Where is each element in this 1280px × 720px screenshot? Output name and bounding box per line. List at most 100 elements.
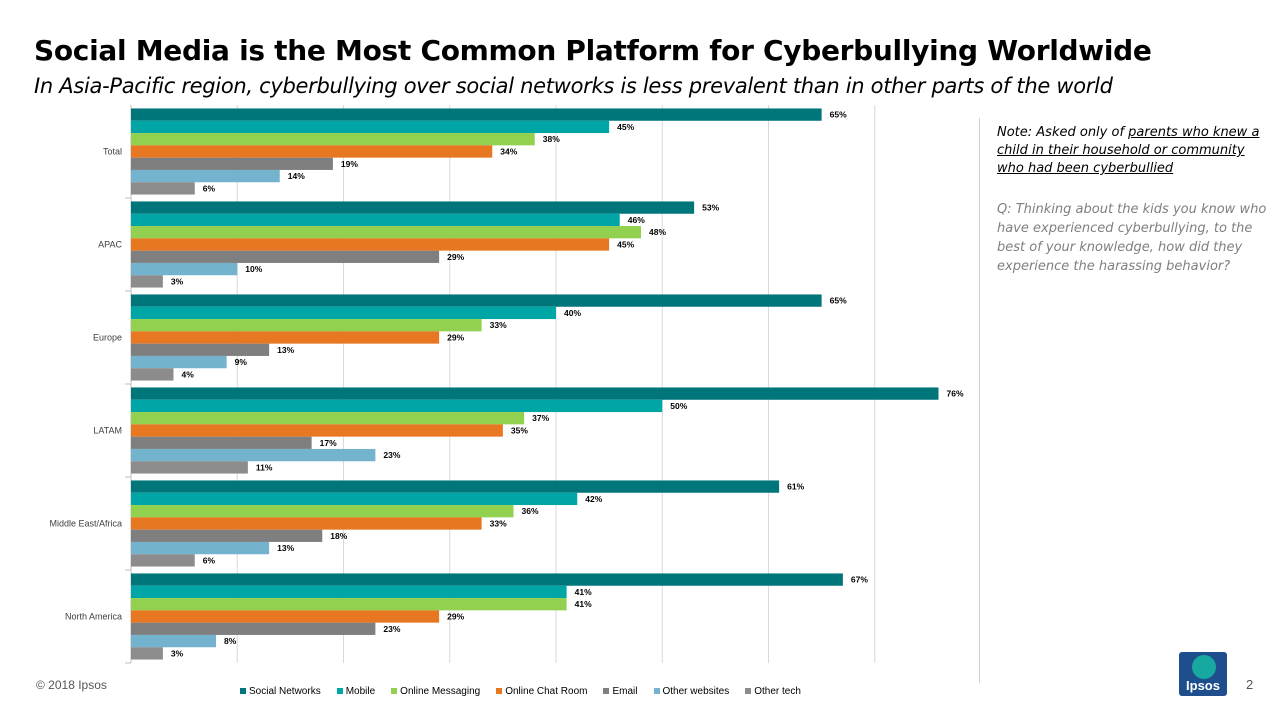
page-subtitle: In Asia-Pacific region, cyberbullying ov… [34, 74, 1113, 98]
bar [131, 343, 270, 356]
data-label: 40% [564, 308, 581, 318]
data-label: 10% [245, 264, 262, 274]
data-label: 46% [628, 215, 645, 225]
bar [131, 541, 270, 555]
data-label: 33% [490, 519, 507, 529]
data-label: 29% [447, 612, 464, 622]
bar [131, 169, 280, 183]
bar [131, 573, 843, 586]
data-label: 33% [490, 320, 507, 330]
data-label: 3% [171, 276, 184, 286]
bar [131, 213, 620, 227]
legend-item: Other websites [653, 686, 730, 697]
legend-label: Email [612, 686, 638, 697]
data-label: 53% [702, 203, 719, 213]
ipsos-logo: Ipsos [1179, 652, 1227, 696]
data-label: 18% [330, 531, 347, 541]
data-label: 29% [447, 333, 464, 343]
legend-swatch [603, 688, 610, 695]
bar [131, 461, 248, 474]
legend-swatch [391, 688, 398, 695]
bar [131, 634, 216, 648]
data-label: 50% [670, 401, 687, 411]
bar [131, 331, 440, 344]
logo-text: Ipsos [1186, 678, 1220, 693]
category-label: Total [103, 147, 122, 157]
data-label: 36% [522, 506, 539, 516]
data-label: 14% [288, 171, 305, 181]
bar [131, 157, 333, 170]
category-label: LATAM [93, 426, 122, 436]
legend-swatch [496, 688, 503, 695]
data-label: 38% [543, 134, 560, 144]
data-label: 42% [585, 494, 602, 504]
bar [131, 133, 535, 146]
bar [131, 262, 238, 276]
logo-mark [1192, 655, 1216, 679]
bar [131, 368, 174, 381]
page-title: Social Media is the Most Common Platform… [34, 34, 1152, 67]
legend-item: Online Messaging [391, 686, 480, 697]
legend-label: Other websites [662, 686, 730, 697]
divider [979, 118, 980, 683]
bar [131, 226, 641, 239]
legend-label: Online Chat Room [505, 686, 588, 697]
legend-item: Social Networks [240, 686, 321, 697]
bar [131, 319, 482, 332]
question-text: Q: Thinking about the kids you know who … [997, 202, 1267, 274]
data-label: 61% [787, 482, 804, 492]
bar [131, 529, 323, 542]
bar-chart: Total 65% 45% 38% 34% 19% 14% 6% APAC 53% 46% 48% 45… [49, 105, 964, 664]
category-label: North America [65, 612, 122, 622]
data-label: 34% [500, 147, 517, 157]
bar [131, 412, 525, 425]
legend-item: Other tech [745, 686, 801, 697]
data-label: 76% [947, 389, 964, 399]
data-label: 48% [649, 227, 666, 237]
copyright: © 2018 Ipsos [36, 678, 107, 692]
data-label: 65% [830, 296, 847, 306]
bar [131, 275, 163, 288]
data-label: 17% [320, 438, 337, 448]
category-label: Middle East/Africa [49, 519, 122, 529]
data-label: 29% [447, 252, 464, 262]
data-label: 9% [235, 357, 248, 367]
data-label: 67% [851, 575, 868, 585]
data-label: 65% [830, 110, 847, 120]
data-label: 35% [511, 426, 528, 436]
data-label: 45% [617, 122, 634, 132]
chart-legend: Social Networks Mobile Online Messaging Onl… [240, 686, 817, 697]
data-label: 23% [383, 450, 400, 460]
bar [131, 610, 440, 623]
bar [131, 182, 195, 195]
data-label: 6% [203, 555, 216, 565]
bar [131, 647, 163, 660]
legend-swatch [336, 688, 343, 695]
legend-swatch [653, 688, 660, 695]
data-label: 3% [171, 648, 184, 658]
data-label: 41% [575, 599, 592, 609]
bar [131, 492, 578, 506]
data-label: 37% [532, 413, 549, 423]
bar [131, 306, 556, 320]
legend-label: Mobile [345, 686, 376, 697]
page-number: 2 [1246, 677, 1254, 692]
bar [131, 355, 227, 369]
legend-item: Email [603, 686, 638, 697]
data-label: 13% [277, 345, 294, 355]
bar [131, 554, 195, 567]
bar [131, 201, 695, 214]
bar [131, 448, 376, 462]
bar [131, 517, 482, 530]
legend-swatch [745, 688, 752, 695]
bar [131, 145, 493, 158]
data-label: 19% [341, 159, 358, 169]
bar [131, 120, 610, 134]
data-label: 23% [383, 624, 400, 634]
data-label: 11% [256, 462, 273, 472]
bar [131, 387, 939, 400]
bar [131, 399, 663, 413]
note-prefix: Note: Asked only of [997, 125, 1129, 140]
data-label: 13% [277, 543, 294, 553]
bar [131, 622, 376, 635]
